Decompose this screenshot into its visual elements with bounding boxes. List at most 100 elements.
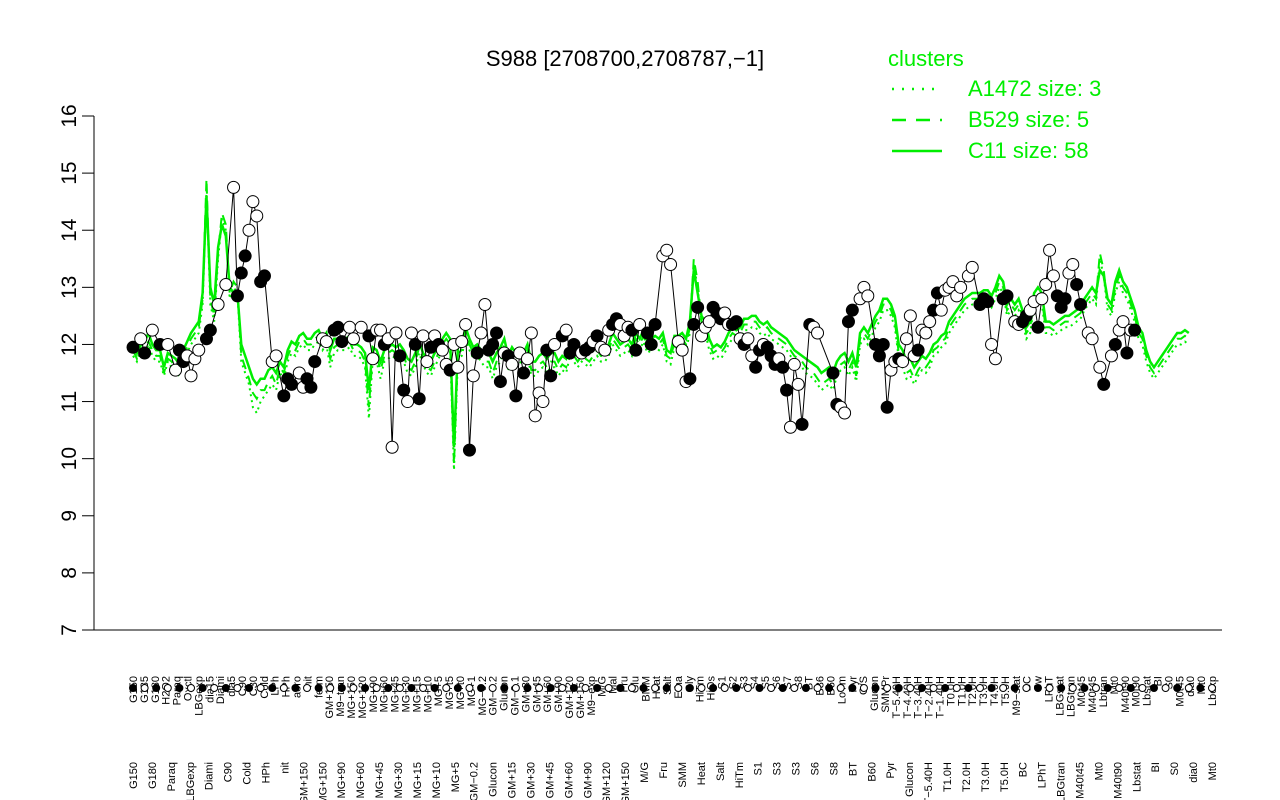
data-point [633,317,647,331]
data-point [544,369,558,383]
rug-marker [952,684,961,692]
rug-marker [407,684,416,692]
x-tick-label: S3 [772,762,784,775]
rug-marker [1115,684,1124,692]
data-point [285,377,299,391]
rug-marker [558,684,567,692]
data-point [346,332,360,346]
rug-marker [709,684,718,692]
data-point [1108,337,1122,351]
y-tick-label: 13 [58,276,81,299]
rug-marker [384,684,393,692]
rug-marker [245,684,254,692]
rug-marker [419,684,428,692]
data-point [509,389,523,403]
data-point [590,329,604,343]
y-tick-label: 8 [58,567,81,579]
data-point [451,360,465,374]
x-tick-label: C90 [237,676,249,696]
x-tick-label: Mt0 [1093,762,1105,780]
x-tick-label: M/G [597,676,609,697]
data-point [408,337,422,351]
x-tick-label: Lbstat [1131,762,1143,792]
data-point [981,295,995,309]
rug-marker [303,684,312,692]
data-point [787,357,801,371]
data-point [219,277,233,291]
data-point [826,366,840,380]
data-point [1104,349,1118,363]
data-point [598,343,612,357]
rug-marker [546,684,555,692]
x-tick-label: Diami [204,762,216,790]
data-point [335,335,349,349]
rug-marker [616,684,625,692]
data-point [660,243,674,257]
rug-marker [453,684,462,692]
rug-marker [964,684,973,692]
x-tick-label: S1 [753,762,765,775]
data-point [1043,243,1057,257]
data-point [524,326,538,340]
data-point [435,343,449,357]
x-tick-label: T2.0H [967,676,979,706]
x-tick-label: Salt [715,762,727,781]
data-point [872,349,886,363]
data-point [1000,289,1014,303]
x-tick-label: Glucon [499,676,511,711]
data-point [1058,292,1072,306]
x-tick-label: dia5 [226,676,238,697]
x-tick-label: SMM [677,762,689,788]
x-tick-label: G180 [147,762,159,789]
legend-title: clusters [888,46,964,71]
x-tick-label: MG+90 [336,762,348,798]
rug-marker [1022,684,1031,692]
data-point [1070,277,1084,291]
x-tick-label: dia15 [204,676,216,703]
rug-marker [349,684,358,692]
data-point [343,320,357,334]
data-point [795,417,809,431]
x-tick-label: C90 [223,762,235,782]
data-point [1093,360,1107,374]
y-tick-label: 11 [58,391,81,413]
rug-marker [256,684,265,692]
data-point [691,300,705,314]
series-line-dashed [132,178,1190,465]
data-point [304,380,318,394]
rug-marker [941,684,950,692]
x-tick-label: S8 [828,762,840,775]
x-tick-label: Paraq [166,762,178,791]
x-tick-label: T4.0H [989,676,1001,706]
x-tick-label: MG+10 [431,762,443,798]
data-point [192,343,206,357]
rug-marker [1080,684,1089,692]
rug-marker [163,684,172,692]
data-point [838,406,852,420]
x-tick-label: Cold [259,676,271,699]
rug-marker [894,684,903,692]
rug-marker [314,684,323,692]
data-point [629,343,643,357]
data-point [664,257,678,271]
data-point [528,409,542,423]
data-point [896,355,910,369]
rug-marker [535,684,544,692]
rug-marker [511,684,520,692]
data-point [308,355,322,369]
data-point [238,249,252,263]
x-tick-label: nit [279,762,291,774]
x-tick-label: LBGtran [1056,762,1068,800]
data-point [203,323,217,337]
x-tick-label: BI [1150,762,1162,772]
data-point [1039,277,1053,291]
data-point [412,392,426,406]
x-tick-label: HPh [261,762,273,783]
rug-marker [279,684,288,692]
x-tick-label: GM+90 [582,762,594,798]
x-tick-label: GM+60 [563,762,575,798]
data-point [462,443,476,457]
rug-marker [1173,684,1182,692]
x-tick-label: dia0 [1188,762,1200,783]
x-tick-label: GM+45 [544,762,556,798]
